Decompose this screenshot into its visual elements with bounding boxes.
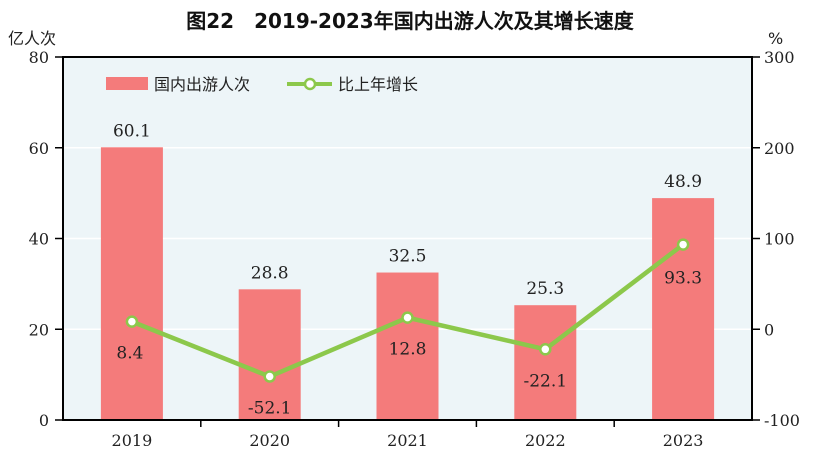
right-tick-label: -100 [764,411,800,430]
x-tick-label: 2021 [387,431,428,450]
bar-2022 [514,305,577,420]
growth-point-2019 [125,315,139,328]
x-tick-label: 2023 [663,431,704,450]
left-axis-label: 亿人次 [8,29,56,48]
growth-point-2020 [263,370,276,383]
bar-2019 [100,147,163,420]
right-tick-label: 300 [764,48,795,67]
bar-value-label: 32.5 [389,247,427,267]
right-tick-label: 100 [764,230,795,249]
growth-value-label: -52.1 [248,399,292,419]
right-tick-label: 0 [764,320,774,339]
growth-value-label: 8.4 [116,344,143,364]
chart-title: 图22 2019-2023年国内出游人次及其增长速度 [186,9,634,33]
growth-point-2022 [539,343,552,356]
bar-value-label: 48.9 [664,172,702,192]
growth-point-2021 [401,311,414,324]
left-tick-label: 80 [29,48,49,67]
bar-value-label: 28.8 [251,263,289,283]
legend-bar-swatch [106,77,148,90]
x-tick-label: 2020 [249,431,290,450]
plot-frame [62,56,753,421]
right-tick-label: 200 [764,139,795,158]
legend-line-label: 比上年增长 [338,75,418,94]
left-tick-label: 0 [39,411,49,430]
legend-bar-label: 国内出游人次 [154,75,250,94]
x-tick-label: 2019 [112,431,153,450]
bar-value-label: 25.3 [526,279,564,299]
legend-line-marker [303,77,317,91]
x-tick-label: 2022 [525,431,566,450]
left-tick-label: 60 [29,139,49,158]
bar-2021 [376,272,439,420]
right-axis-label: % [768,29,783,48]
growth-point-2023 [676,238,690,251]
left-tick-label: 40 [29,230,49,249]
growth-value-label: 93.3 [664,269,702,289]
growth-value-label: -22.1 [523,371,567,391]
bar-value-label: 60.1 [113,121,151,141]
bar-2020 [238,289,301,420]
left-tick-label: 20 [29,320,49,339]
growth-value-label: 12.8 [389,340,427,360]
bar-2023 [652,198,715,420]
